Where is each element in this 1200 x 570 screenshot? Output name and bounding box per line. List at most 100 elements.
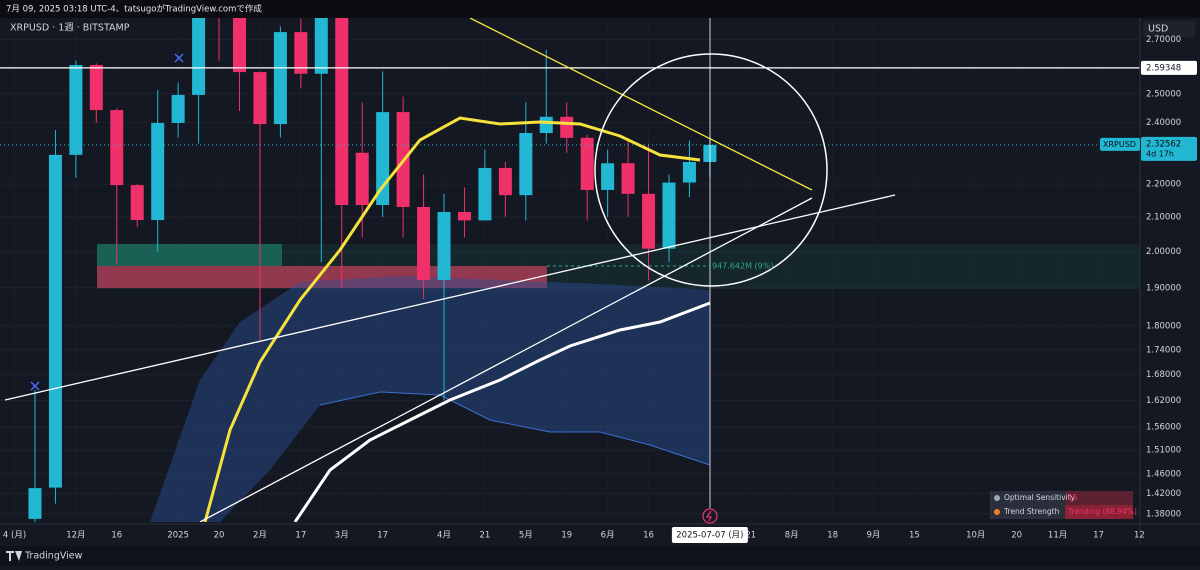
crosshair-label: 2025-07-07 (月) xyxy=(676,531,743,541)
candle-body xyxy=(621,163,635,194)
x-tick-label: 16 xyxy=(643,531,654,541)
candle-body xyxy=(355,152,369,206)
x-tick-label: 11月 xyxy=(1048,531,1067,541)
moving-average-2 xyxy=(293,301,711,522)
level-label-box xyxy=(1141,60,1197,75)
candle-body xyxy=(642,193,656,249)
y-tick-label: 1.38000 xyxy=(1146,509,1181,519)
candle-body xyxy=(519,133,533,196)
x-tick-label: 9月 xyxy=(867,531,881,541)
crosshair-label-box xyxy=(671,527,748,543)
table-text: Trend Strength xyxy=(1003,507,1060,516)
table-icon xyxy=(994,509,1000,515)
caption-bar xyxy=(0,0,1200,18)
x-tick-label: 15 xyxy=(909,531,920,541)
currency: USD xyxy=(1148,24,1168,35)
symbol-label: XRPUSD xyxy=(1103,140,1136,149)
x-tick-label: 4月 xyxy=(437,531,451,541)
symbol-label-box xyxy=(1100,137,1140,151)
caption: 7月 09, 2025 03:18 UTC-4、tatsugoがTradingV… xyxy=(6,4,262,15)
y-tick-label: 1.46000 xyxy=(1146,469,1181,479)
trendline xyxy=(469,18,813,191)
y-tick-label: 1.74000 xyxy=(1146,345,1181,355)
candle-body xyxy=(273,32,287,125)
candle-body xyxy=(314,18,328,74)
table-text: 15 xyxy=(1068,493,1078,502)
x-tick-label: 3月 xyxy=(335,531,349,541)
demand-zone xyxy=(97,244,282,266)
table-text: Trending (88.94%) xyxy=(1067,507,1137,516)
supply-zone xyxy=(97,266,547,288)
overlays xyxy=(4,18,896,522)
candle-body xyxy=(89,64,103,111)
y-tick-label: 1.68000 xyxy=(1146,370,1181,380)
candle-body xyxy=(110,110,124,186)
footer-text: TradingView xyxy=(24,551,83,562)
y-tick-label: 2.70000 xyxy=(1146,35,1181,45)
x-tick-label: 17 xyxy=(1093,531,1104,541)
x-tick-label: 21 xyxy=(745,531,756,541)
y-tick-label: 1.51000 xyxy=(1146,446,1181,456)
x-tick-label: 4 (月) xyxy=(3,531,26,541)
table-icon xyxy=(994,495,1000,501)
level-label: 2.59348 xyxy=(1146,63,1181,73)
y-tick-label: 2.40000 xyxy=(1146,118,1181,128)
y-tick-label: 2.20000 xyxy=(1146,180,1181,190)
x-tick-label: 20 xyxy=(1011,531,1022,541)
price-label: 2.32562 xyxy=(1146,139,1181,149)
candle-body xyxy=(232,18,246,73)
drawings xyxy=(97,244,1140,522)
candle-body xyxy=(294,32,308,74)
table-cell xyxy=(1065,491,1133,505)
candle-body xyxy=(28,488,42,519)
y-tick-label: 1.56000 xyxy=(1146,423,1181,433)
y-tick-label: 2.10000 xyxy=(1146,213,1181,223)
cloud-edge xyxy=(319,391,711,466)
candle-body xyxy=(417,206,431,280)
axes: 2.70000 2.50000 2.40000 2.20000 2.10000 2.000… xyxy=(3,35,1197,543)
x-tick-label: 2025 xyxy=(167,531,189,541)
candle-body xyxy=(192,18,206,95)
symbol: XRPUSD · 1週 · BITSTAMP xyxy=(10,22,130,34)
x-tick-label: 17 xyxy=(295,531,306,541)
volume-annotation: 947.642M (9%) xyxy=(712,262,773,271)
x-tick-label: 12 xyxy=(1134,531,1145,541)
countdown: 4d 17h xyxy=(1146,149,1174,158)
moving-average xyxy=(203,116,701,522)
x-tick-label: 2月 xyxy=(253,531,267,541)
candle-body xyxy=(457,211,471,221)
candle-body xyxy=(151,122,165,221)
table-text: Optimal Sensitivity xyxy=(1004,493,1076,502)
price-label-box xyxy=(1141,136,1197,161)
x-tick-label: 16 xyxy=(111,531,122,541)
x-tick-label: 10月 xyxy=(966,531,985,541)
candle-body xyxy=(498,167,512,196)
event-icon[interactable] xyxy=(702,508,718,524)
candle-body xyxy=(171,94,185,123)
footer-logo xyxy=(6,551,22,561)
candle-body xyxy=(539,116,553,134)
candle-body xyxy=(130,185,144,221)
y-tick-label: 1.90000 xyxy=(1146,283,1181,293)
x-tick-label: 17 xyxy=(377,531,388,541)
highlight-circle xyxy=(594,53,828,287)
x-tick-label: 20 xyxy=(214,531,225,541)
candle-body xyxy=(560,116,574,138)
event-icon-bolt xyxy=(705,510,712,522)
x-tick-label: 5月 xyxy=(519,531,533,541)
x-tick-label: 19 xyxy=(561,531,572,541)
grid xyxy=(0,18,1140,522)
y-tick-label: 1.62000 xyxy=(1146,396,1181,406)
signal-marker xyxy=(30,53,184,391)
footer-bar xyxy=(0,546,1200,566)
candle-body xyxy=(662,182,676,249)
y-tick-label: 2.00000 xyxy=(1146,247,1181,257)
x-tick-label: 12月 xyxy=(66,531,85,541)
candle-body xyxy=(48,154,62,488)
candle-body xyxy=(682,162,696,183)
currency-box[interactable] xyxy=(1143,21,1195,37)
cloud xyxy=(150,276,710,522)
candle-body xyxy=(580,137,594,190)
candle-body xyxy=(437,211,451,280)
